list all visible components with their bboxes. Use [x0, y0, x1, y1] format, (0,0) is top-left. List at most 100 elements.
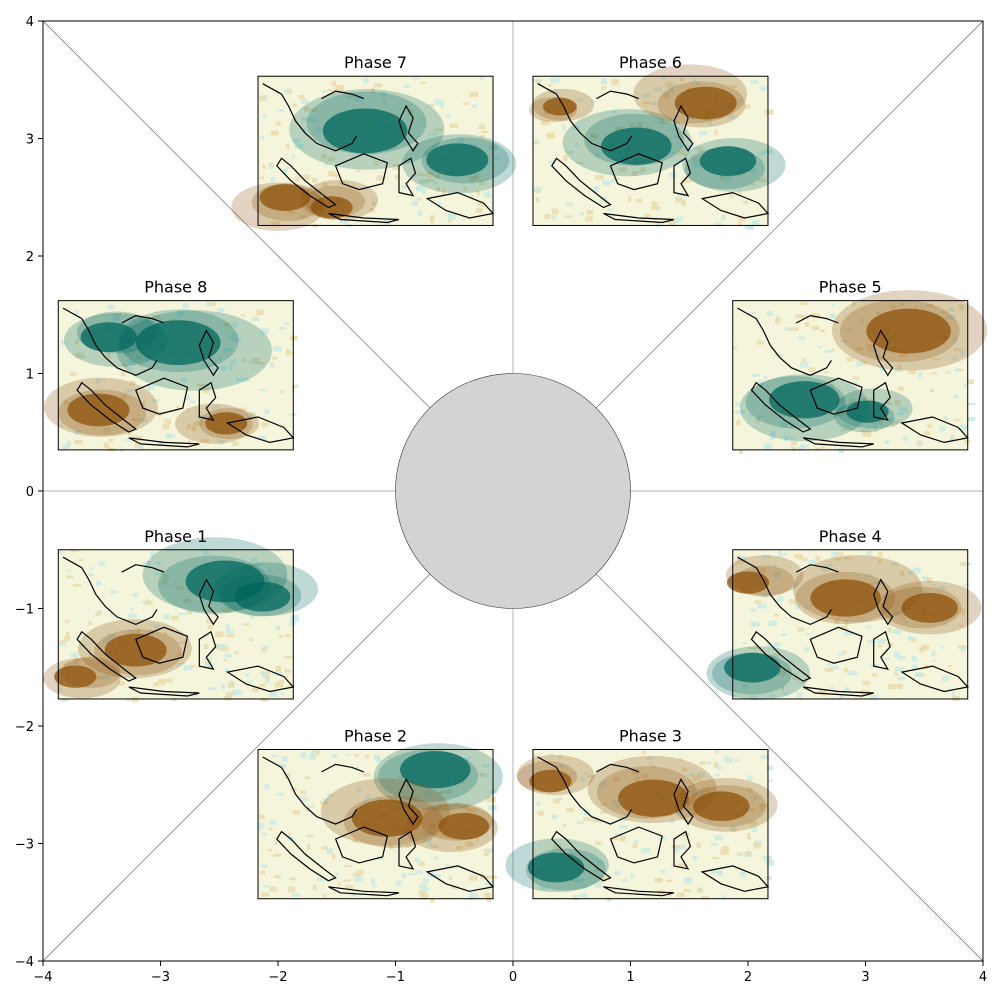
map-texture [766, 310, 774, 316]
map-texture [744, 224, 753, 230]
map-texture [943, 416, 949, 420]
map-texture [222, 607, 232, 613]
map-panel: Phase 7 [231, 53, 517, 232]
map-texture [768, 620, 777, 626]
map-texture [634, 776, 640, 781]
map-texture [618, 167, 627, 173]
map-texture [90, 567, 94, 571]
map-texture [940, 311, 947, 314]
map-texture [720, 849, 729, 856]
map-texture [424, 790, 433, 795]
map-texture [304, 106, 309, 112]
map-texture [415, 870, 424, 874]
map-texture [553, 798, 560, 804]
map-texture [931, 650, 936, 656]
map-frame [257, 749, 494, 900]
map-texture [354, 876, 363, 882]
map-texture [616, 803, 621, 809]
map-texture [780, 421, 788, 428]
coastline [276, 157, 337, 209]
dry-region [104, 633, 167, 667]
map-texture [877, 639, 886, 644]
map-texture [929, 388, 935, 392]
map-texture [299, 215, 307, 219]
map-texture [189, 400, 196, 404]
map-texture [877, 644, 883, 648]
map-texture [126, 698, 131, 702]
coastline [809, 377, 863, 415]
map-texture [376, 857, 385, 860]
map-texture [252, 357, 260, 364]
map-texture [619, 818, 628, 822]
map-texture [361, 800, 369, 803]
map-texture [59, 424, 63, 427]
map-texture [848, 670, 858, 675]
map-texture [568, 853, 575, 856]
map-texture [594, 175, 604, 180]
map-texture [594, 186, 600, 193]
map-texture [943, 622, 948, 626]
map-texture [953, 348, 963, 351]
y-tick-label: 2 [26, 250, 34, 265]
map-texture [736, 410, 746, 415]
map-texture [701, 787, 710, 793]
map-texture [924, 431, 931, 435]
map-texture [536, 801, 541, 806]
map-texture [202, 550, 210, 555]
map-texture [802, 358, 806, 362]
map-texture [492, 157, 500, 160]
map-texture [777, 670, 786, 676]
map-texture [278, 327, 287, 331]
map-texture [308, 755, 316, 760]
map-texture [552, 215, 557, 220]
map-texture [275, 665, 282, 672]
map-texture [72, 584, 82, 587]
wet-region [834, 401, 895, 433]
map-texture [861, 361, 868, 365]
map-texture [58, 687, 63, 693]
wet-region [373, 743, 503, 811]
map-texture [967, 417, 976, 422]
map-texture [312, 750, 320, 756]
map-texture [946, 315, 956, 320]
map-texture [679, 758, 683, 761]
coastline [673, 157, 692, 197]
map-texture [535, 197, 540, 203]
map-texture [61, 697, 68, 702]
coastline [128, 437, 200, 448]
map-texture [127, 429, 133, 436]
map-texture [66, 441, 71, 446]
map-texture [766, 765, 774, 771]
map-texture [611, 79, 620, 85]
coastline [198, 578, 219, 626]
map-texture [544, 110, 550, 115]
wet-region [402, 134, 517, 194]
map-texture [957, 645, 967, 649]
map-texture [534, 187, 541, 193]
map-texture [829, 313, 836, 319]
map-texture [185, 395, 191, 401]
dry-region [351, 799, 423, 837]
map-texture [326, 93, 336, 96]
map-texture [795, 692, 803, 698]
coastline [809, 626, 863, 664]
map-texture [846, 357, 854, 362]
map-texture [259, 389, 268, 392]
map-texture [292, 384, 299, 388]
map-texture [952, 692, 956, 698]
map-texture [186, 408, 191, 411]
map-texture [248, 360, 252, 364]
map-texture [594, 869, 599, 872]
map-texture [284, 773, 291, 779]
map-texture [580, 776, 586, 782]
map-texture [738, 221, 743, 225]
map-texture [775, 316, 780, 320]
map-texture [286, 144, 290, 150]
map-texture [817, 345, 823, 349]
map-texture [765, 876, 772, 880]
map-texture [66, 570, 71, 573]
map-frame [532, 749, 769, 900]
map-texture [300, 790, 307, 795]
wet-region [322, 108, 408, 154]
map-texture [272, 854, 281, 857]
